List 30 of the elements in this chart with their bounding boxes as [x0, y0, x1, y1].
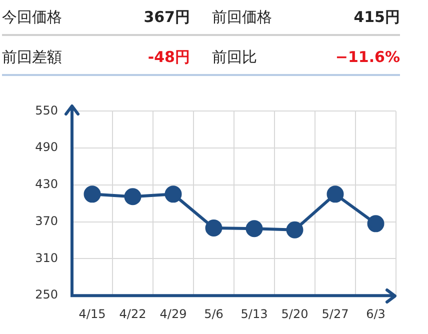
text: 前回価格: [212, 8, 273, 26]
x-tick-label: 4/15: [78, 306, 106, 321]
text: 今回価格: [2, 8, 63, 26]
y-tick-label: 250: [35, 288, 58, 302]
x-tick-label: 5/13: [240, 306, 268, 321]
x-tick-label: 5/20: [281, 306, 308, 321]
point: [286, 221, 304, 238]
text: 前回比: [212, 48, 258, 66]
y-tick-label: 370: [35, 214, 58, 228]
x-tick-label: 5/27: [322, 306, 349, 321]
x-tick-label: 6/3: [366, 306, 386, 321]
text: 415円: [352, 8, 400, 26]
text: 367円: [142, 8, 190, 26]
y-tick-label: 490: [35, 140, 58, 154]
y-tick-label: 310: [35, 250, 58, 265]
text: 前回差額: [2, 48, 63, 66]
y-tick-label: 550: [35, 103, 58, 118]
point: [367, 215, 384, 232]
point: [164, 186, 182, 203]
point: [84, 186, 101, 203]
x-tick-label: 4/22: [119, 306, 146, 321]
y-tick-label: 430: [35, 177, 58, 192]
point: [246, 220, 263, 238]
point: [124, 188, 142, 206]
x-tick-label: 4/29: [160, 306, 187, 321]
point: [326, 186, 344, 203]
text: -48円: [146, 48, 190, 66]
point: [205, 219, 222, 236]
text: −11.6%: [334, 48, 400, 66]
x-tick-label: 5/6: [204, 306, 224, 321]
